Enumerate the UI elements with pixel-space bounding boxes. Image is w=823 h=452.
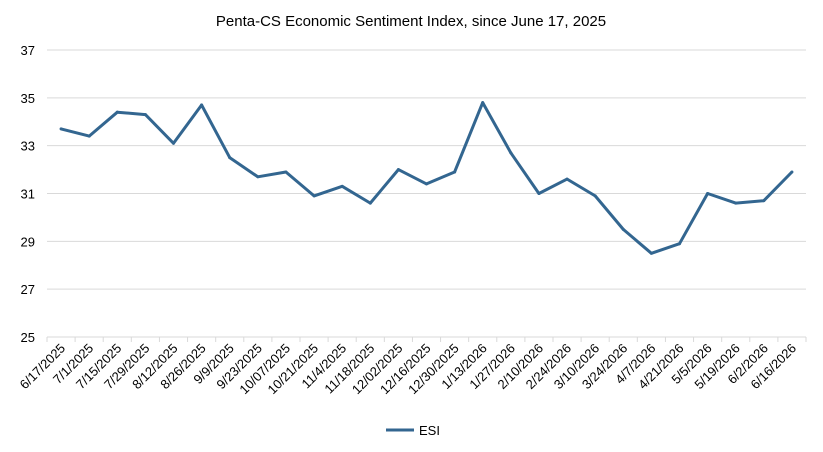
data-point [200,103,204,107]
y-tick-label: 25 [21,330,35,345]
y-axis-ticks: 25 27 29 31 33 35 37 [21,43,35,345]
data-point [143,113,147,117]
legend-label-esi: ESI [419,423,440,438]
data-point [87,134,91,138]
data-point [340,184,344,188]
data-point [565,177,569,181]
y-tick-label: 37 [21,43,35,58]
data-point [256,175,260,179]
data-point [481,101,485,105]
data-point [762,199,766,203]
data-point [790,170,794,174]
data-point [621,227,625,231]
series-group [59,101,794,255]
data-point [228,156,232,160]
data-point [312,194,316,198]
y-tick-label: 33 [21,139,35,154]
data-point [649,251,653,255]
data-point [453,170,457,174]
data-point [396,168,400,172]
y-tick-label: 29 [21,234,35,249]
data-point [678,242,681,246]
data-point [593,194,597,198]
data-point [509,151,513,155]
data-point [706,192,710,195]
gridlines [47,49,806,290]
data-point [115,110,119,114]
data-point [59,127,63,131]
legend: ESI [386,423,440,438]
y-tick-label: 31 [21,187,35,202]
data-point [537,192,541,195]
data-point [368,201,372,205]
data-point [734,201,738,205]
chart-title: Penta-CS Economic Sentiment Index, since… [216,13,606,30]
x-axis-ticks: 6/17/20257/1/20257/15/20257/29/20258/12/… [17,337,807,397]
series-line-esi [60,101,793,255]
data-point [425,182,428,186]
data-point [284,170,288,174]
y-tick-label: 27 [21,282,35,297]
y-tick-label: 35 [21,91,35,106]
data-point [172,141,175,145]
